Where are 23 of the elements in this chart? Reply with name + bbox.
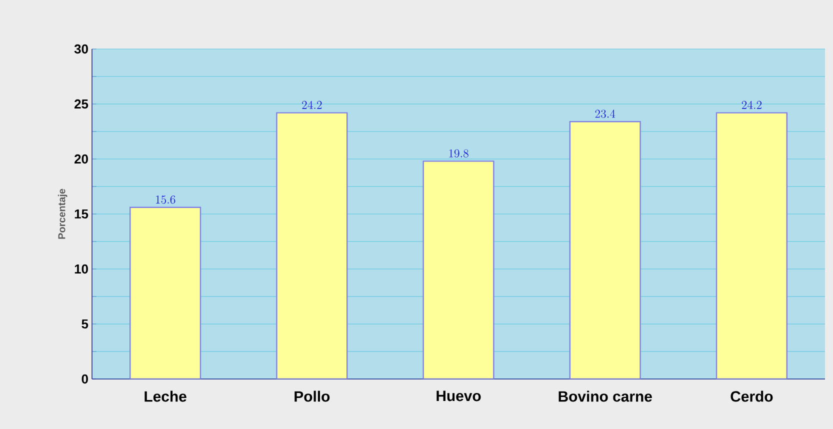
y-tick-label: 10	[74, 264, 88, 274]
y-tick-label: 15	[74, 209, 88, 219]
y-axis-title: Porcentaje	[58, 188, 68, 239]
x-tick-label: Leche	[144, 390, 186, 402]
data-label: 15.6	[156, 196, 176, 204]
y-tick-label: 5	[82, 319, 88, 329]
data-label: 19.8	[449, 149, 468, 158]
bar	[422, 160, 494, 379]
x-tick-label: Huevo	[436, 390, 481, 402]
x-tick-label: Pollo	[294, 390, 330, 402]
data-label: 24.2	[302, 100, 322, 109]
y-tick-label: 30	[74, 44, 88, 54]
y-tick-label: 20	[74, 154, 88, 164]
data-label: 23.4	[595, 110, 616, 118]
x-tick-label: Cerdo	[730, 390, 773, 402]
bar	[130, 206, 202, 379]
data-label: 24.2	[742, 100, 762, 109]
bar	[569, 121, 641, 379]
y-tick-label: 25	[74, 99, 88, 109]
bar	[716, 112, 788, 379]
y-tick-label: 0	[82, 374, 88, 384]
bar	[276, 112, 348, 379]
x-tick-label: Bovino carne	[558, 390, 652, 402]
